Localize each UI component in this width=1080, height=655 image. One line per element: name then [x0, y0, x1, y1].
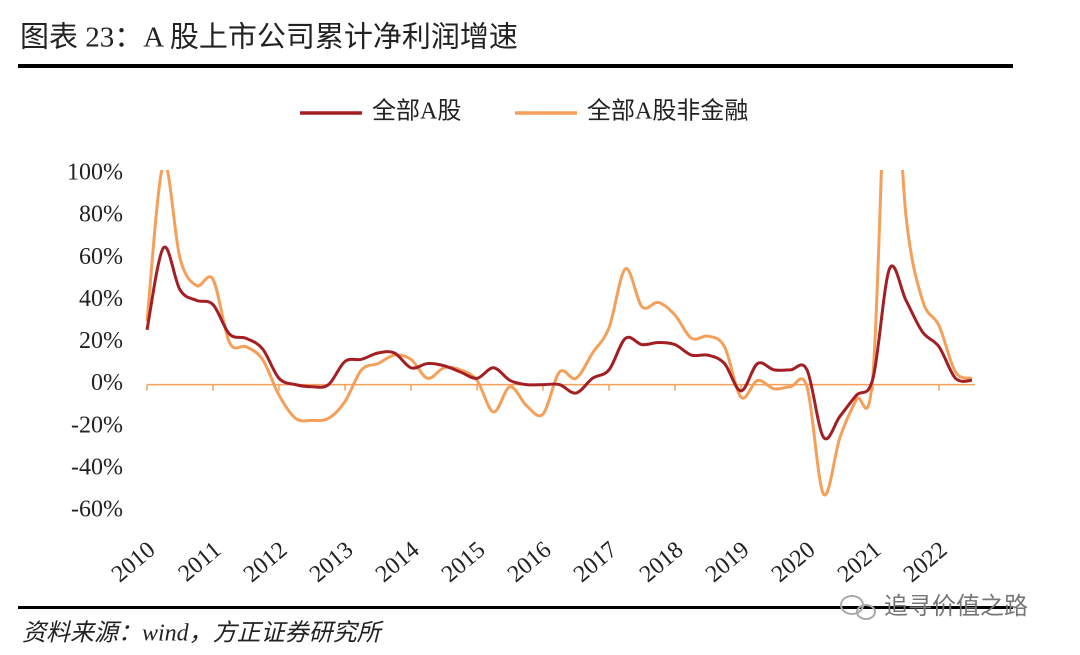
x-tick-label: 2014	[371, 537, 424, 588]
y-tick-label: 20%	[79, 328, 123, 354]
x-tick-label: 2016	[503, 537, 556, 588]
x-tick-label: 2011	[174, 537, 227, 587]
x-tick-label: 2017	[569, 537, 622, 588]
source: 资料来源：wind，方正证券研究所	[22, 620, 385, 647]
watermark: 追寻价值之路	[884, 592, 1028, 620]
x-tick-label: 2021	[833, 537, 886, 588]
bottom-rule	[18, 606, 1013, 609]
y-tick-label: 0%	[91, 370, 123, 396]
x-tick-label: 2020	[767, 537, 820, 588]
y-tick-label: 40%	[79, 286, 123, 312]
watermark-icon	[840, 595, 876, 620]
y-tick-label: 60%	[79, 244, 123, 270]
y-tick-label: -40%	[71, 454, 123, 480]
y-tick-label: -20%	[71, 412, 123, 438]
x-tick-label: 2010	[107, 537, 160, 588]
title: 图表 23：A 股上市公司累计净利润增速	[20, 21, 518, 54]
x-tick-label: 2013	[305, 537, 358, 588]
x-tick-label: 2015	[437, 537, 490, 588]
chart: -60%-40%-20%0%20%40%60%80%100%2010 2011 20…	[67, 98, 975, 588]
x-tick-label: 2018	[635, 537, 688, 588]
series-line	[145, 170, 973, 497]
y-tick-label: 80%	[79, 202, 123, 228]
top-rule	[18, 64, 1013, 68]
series-line	[145, 245, 973, 441]
x-tick-label: 2022	[899, 537, 952, 588]
y-tick-label: 100%	[67, 160, 123, 186]
x-tick-label: 2019	[701, 537, 754, 588]
y-tick-label: -60%	[71, 497, 123, 523]
x-tick-label: 2012	[239, 537, 292, 588]
legend-label: 全部A股	[372, 98, 461, 125]
plot-area	[145, 170, 973, 497]
legend-label: 全部A股非金融	[587, 98, 748, 125]
